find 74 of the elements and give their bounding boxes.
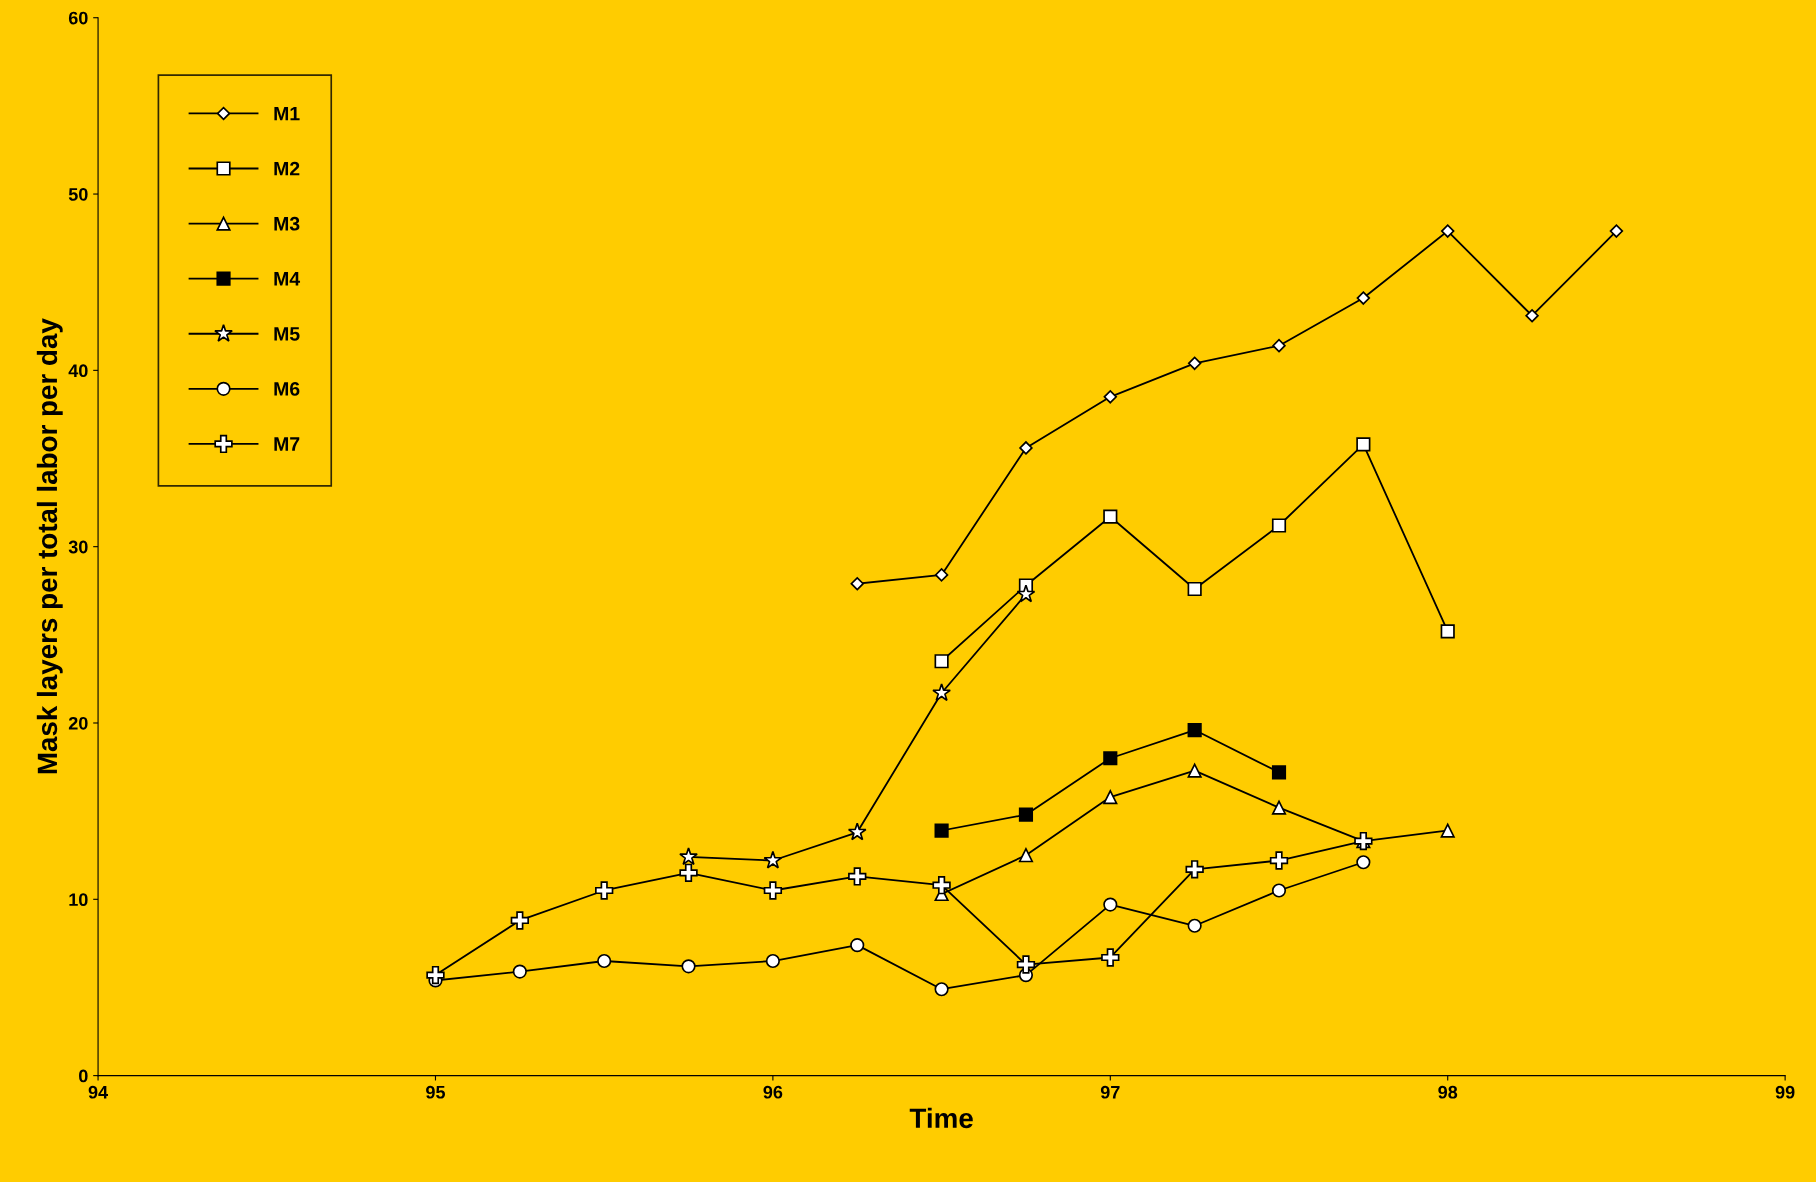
point (1356, 855, 1371, 870)
point (679, 847, 698, 866)
point (934, 654, 949, 669)
point (1016, 584, 1036, 603)
legend-label: M5 (274, 327, 300, 341)
point (597, 953, 612, 969)
point (1103, 789, 1118, 805)
point (1356, 437, 1371, 452)
y-tick-label: 40 (68, 364, 88, 378)
x-tick-label: 97 (1100, 1085, 1120, 1099)
point (1019, 441, 1033, 455)
y-axis-title: Mask layers per total labor per day (36, 318, 63, 774)
point (932, 683, 952, 702)
point (512, 964, 527, 979)
point (850, 576, 864, 591)
x-tick-label: 96 (763, 1085, 783, 1099)
point (1271, 800, 1287, 815)
point (934, 982, 949, 997)
point (1609, 224, 1624, 238)
point (1272, 338, 1286, 353)
point (1187, 763, 1202, 778)
point (510, 911, 529, 930)
point (1103, 509, 1118, 524)
legend-label: M6 (274, 382, 300, 396)
x-axis-title: Time (909, 1107, 973, 1129)
y-tick-label: 10 (69, 893, 88, 907)
point (1187, 356, 1202, 371)
y-tick-label: 20 (68, 716, 88, 730)
point (847, 822, 867, 841)
y-tick-label: 50 (68, 187, 88, 201)
point (1187, 581, 1202, 597)
point (595, 881, 614, 900)
point (934, 823, 949, 838)
x-tick-label: 99 (1775, 1085, 1795, 1099)
point (1103, 390, 1118, 404)
point (1185, 860, 1204, 879)
point (1271, 765, 1287, 780)
x-tick-label: 98 (1438, 1085, 1458, 1099)
point (763, 881, 783, 900)
point (1271, 883, 1287, 898)
point (1271, 518, 1287, 533)
point (1440, 624, 1455, 639)
point (1525, 308, 1539, 323)
legend-label: M7 (274, 437, 300, 451)
point (1016, 955, 1036, 974)
point (679, 863, 698, 883)
point (1440, 823, 1455, 838)
y-tick-label: 30 (68, 540, 88, 554)
point (1187, 722, 1202, 738)
point (934, 568, 949, 582)
point (1103, 897, 1118, 912)
point (848, 867, 867, 886)
x-tick-label: 95 (426, 1085, 446, 1099)
point (932, 876, 951, 895)
point (426, 965, 445, 985)
point (1018, 848, 1034, 863)
point (681, 959, 696, 974)
point (765, 953, 780, 969)
point (1187, 918, 1202, 933)
point (850, 938, 865, 953)
point (763, 850, 783, 869)
point (1440, 224, 1455, 238)
legend-label: M2 (274, 161, 300, 176)
point (1269, 851, 1289, 870)
point (1356, 291, 1371, 305)
y-tick-label: 0 (79, 1069, 88, 1083)
legend-label: M3 (274, 216, 300, 231)
legend-label: M4 (274, 272, 301, 286)
y-tick-label: 60 (68, 11, 88, 25)
point (1018, 807, 1034, 822)
x-tick-label: 94 (88, 1085, 109, 1099)
point (1103, 751, 1118, 766)
point (1101, 948, 1120, 967)
legend-label: M1 (274, 106, 300, 121)
